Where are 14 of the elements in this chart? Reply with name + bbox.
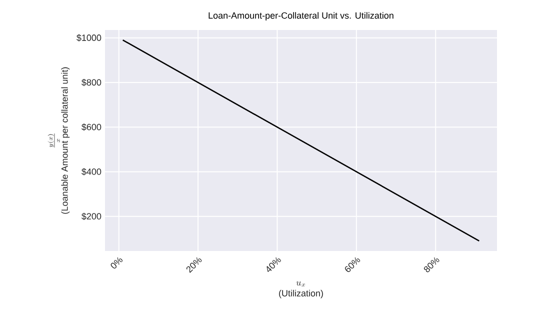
y-tick-label: $800 bbox=[82, 78, 102, 86]
x-tick-label: 80% bbox=[424, 257, 440, 272]
y-tick-label: $600 bbox=[82, 123, 102, 131]
y-tick-label: $400 bbox=[82, 168, 102, 176]
text: $u_x$ bbox=[296, 281, 306, 286]
x-tick-label: 40% bbox=[266, 257, 281, 272]
text: (Loanable Amount per collateral unit) bbox=[61, 67, 70, 214]
chart-title: Loan-Amount-per-Collateral Unit vs. Utilization bbox=[208, 12, 394, 20]
y-tick-label: $200 bbox=[82, 212, 102, 220]
y-tick-label: $1000 bbox=[76, 34, 102, 42]
x-tick-label: 0% bbox=[110, 257, 123, 269]
text: $\frac{y(x)}{x}$ bbox=[48, 134, 60, 148]
text: (Utilization) bbox=[279, 290, 323, 298]
x-tick-label: 60% bbox=[344, 257, 360, 272]
